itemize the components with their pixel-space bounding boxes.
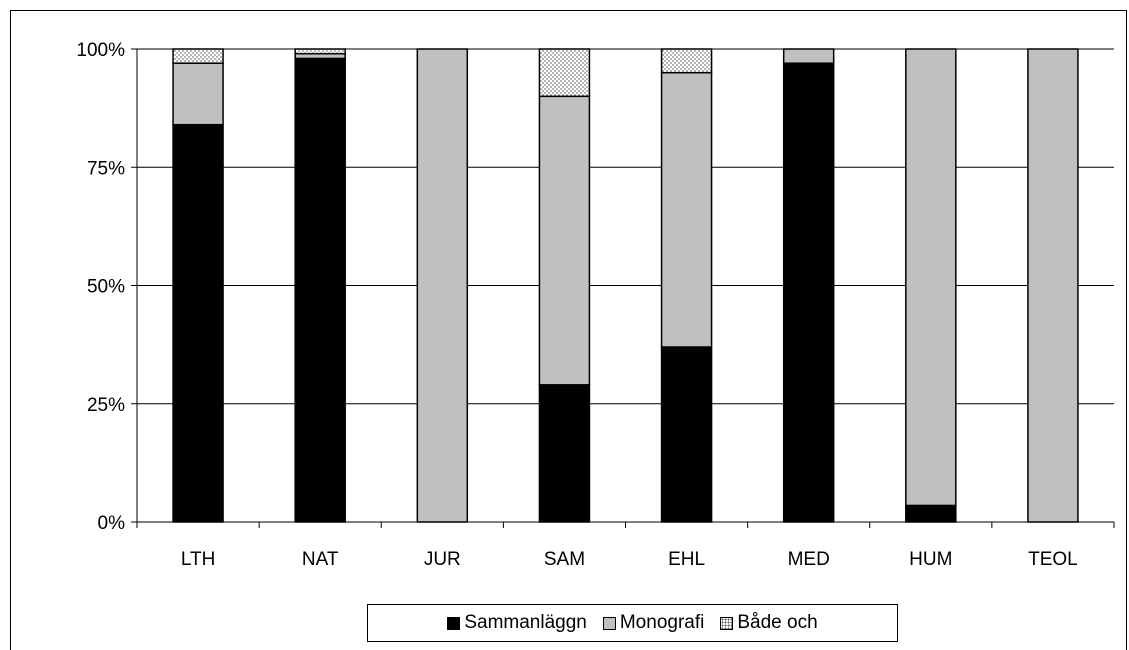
x-tick-label: SAM (544, 549, 585, 570)
bar-segment-sam-1 (538, 95, 591, 386)
bar-segment-sam-0 (538, 384, 591, 523)
legend-swatch-sammanlaggn (447, 616, 461, 630)
legend-item-bade-och: Både och (720, 612, 818, 634)
y-tick-labels: 0% 25% 50% 75% 100% (76, 40, 125, 534)
gridlines (137, 48, 1114, 405)
bar-segment-med-1 (782, 48, 835, 64)
bar-segment-hum-1 (905, 48, 957, 507)
bars (172, 48, 1079, 523)
x-tick-labels: LTH NAT JUR SAM EHL MED HUM TEOL (181, 549, 1078, 570)
bar-segment-ehl-2 (660, 48, 713, 74)
bar-segment-nat-0 (294, 57, 346, 523)
axes (131, 48, 1115, 528)
bar-segment-lth-2 (172, 48, 224, 64)
bar-segment-lth-1 (172, 62, 224, 126)
x-tick-label: LTH (181, 549, 215, 570)
bar-segment-jur-1 (416, 48, 469, 523)
legend: Sammanläggn Monografi Både och (367, 604, 898, 642)
legend-swatch-monografi (602, 616, 616, 630)
legend-swatch-bade-och (720, 616, 734, 630)
legend-item-sammanlaggn: Sammanläggn (447, 612, 587, 634)
bar-segment-ehl-0 (660, 346, 713, 523)
x-tick-label: NAT (302, 549, 339, 570)
legend-label-bade-och: Både och (737, 612, 818, 633)
x-tick-label: JUR (424, 549, 461, 570)
bar-segment-sam-2 (538, 48, 591, 98)
x-tick-label: EHL (668, 549, 705, 570)
x-tick-label: MED (788, 549, 830, 570)
bar-segment-lth-0 (172, 123, 224, 523)
y-tick-label: 75% (87, 158, 125, 179)
bar-segment-hum-0 (905, 504, 957, 523)
legend-item-monografi: Monografi (602, 612, 705, 634)
y-tick-label: 0% (98, 513, 126, 534)
bar-segment-teol-1 (1027, 48, 1079, 523)
chart-frame (10, 10, 1127, 650)
y-tick-label: 50% (87, 277, 125, 298)
x-tick-label: TEOL (1028, 549, 1078, 570)
legend-label-monografi: Monografi (619, 612, 705, 633)
bar-segment-med-0 (782, 62, 835, 523)
bar-segment-nat-2 (294, 48, 346, 55)
bar-segment-ehl-1 (660, 71, 713, 348)
x-tick-label: HUM (909, 549, 952, 570)
y-tick-label: 25% (87, 395, 125, 416)
y-tick-label: 100% (76, 40, 125, 61)
legend-label-sammanlaggn: Sammanläggn (464, 612, 587, 633)
